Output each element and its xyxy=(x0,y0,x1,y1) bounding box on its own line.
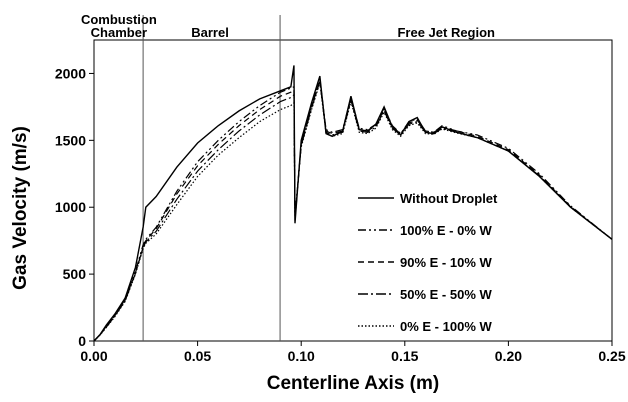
series-line xyxy=(93,82,613,342)
legend-label: 90% E - 10% W xyxy=(400,255,492,270)
x-tick-label: 0.15 xyxy=(391,348,418,364)
legend-label: 50% E - 50% W xyxy=(400,287,492,302)
series-line xyxy=(93,79,613,342)
y-tick-label: 2000 xyxy=(55,65,86,81)
legend-label: Without Droplet xyxy=(400,191,498,206)
y-tick-label: 0 xyxy=(78,333,86,349)
series-line xyxy=(93,81,613,342)
x-tick-label: 0.00 xyxy=(80,348,107,364)
region-label: Barrel xyxy=(191,25,229,40)
legend-label: 0% E - 100% W xyxy=(400,319,492,334)
x-tick-label: 0.25 xyxy=(598,348,625,364)
x-tick-label: 0.05 xyxy=(184,348,211,364)
y-tick-label: 500 xyxy=(63,266,87,282)
x-tick-label: 0.10 xyxy=(288,348,315,364)
series-line xyxy=(93,78,613,342)
region-label: Free Jet Region xyxy=(397,25,495,40)
region-label: Chamber xyxy=(91,25,147,40)
y-axis-title: Gas Velocity (m/s) xyxy=(10,126,31,290)
plot-frame xyxy=(93,39,613,342)
y-tick-label: 1500 xyxy=(55,132,86,148)
x-axis-title: Centerline Axis (m) xyxy=(267,373,439,394)
region-label: Combustion xyxy=(81,12,157,27)
legend-label: 100% E - 0% W xyxy=(400,223,492,238)
x-tick-label: 0.20 xyxy=(495,348,522,364)
y-tick-label: 1000 xyxy=(55,199,86,215)
